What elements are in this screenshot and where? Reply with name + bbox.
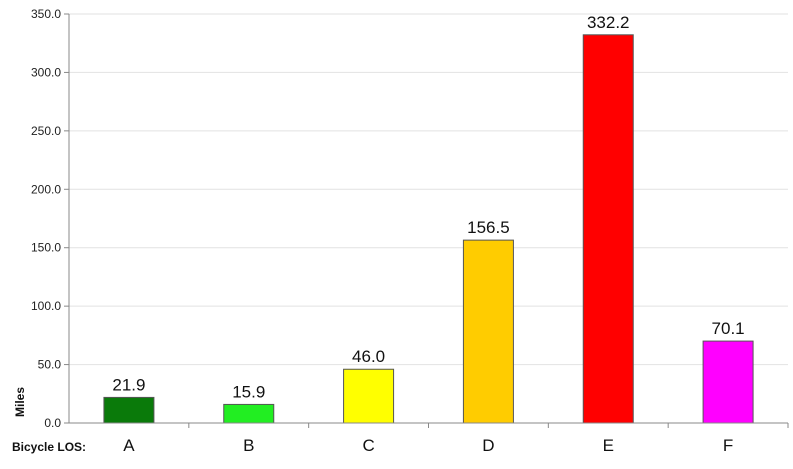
data-label-b: 15.9 (232, 382, 265, 401)
category-label-c: C (362, 436, 374, 455)
x-axis-title: Bicycle LOS: (12, 440, 86, 454)
bar-c (343, 368, 395, 424)
y-axis-title: Miles (13, 387, 27, 417)
y-tick-label: 150.0 (31, 241, 61, 255)
data-label-c: 46.0 (352, 347, 385, 366)
bar-b (223, 403, 275, 424)
data-label-a: 21.9 (112, 375, 145, 394)
y-tick-label: 100.0 (31, 299, 61, 313)
category-label-d: D (482, 436, 494, 455)
data-labels: 21.9 15.9 46.0 156.5 332.2 70.1 (112, 13, 744, 402)
bar-e (582, 34, 634, 424)
data-label-e: 332.2 (587, 13, 630, 32)
category-label-f: F (723, 436, 733, 455)
y-axis-ticks: 0.0 50.0 100.0 150.0 200.0 250.0 300.0 350.0 (31, 7, 69, 430)
category-label-e: E (603, 436, 614, 455)
y-tick-label: 200.0 (31, 182, 61, 196)
y-tick-label: 300.0 (31, 65, 61, 79)
category-label-b: B (243, 436, 254, 455)
bars (103, 34, 754, 424)
data-label-d: 156.5 (467, 218, 510, 237)
category-labels: A B C D E F (123, 423, 789, 455)
bar-d (462, 239, 514, 424)
y-tick-label: 250.0 (31, 124, 61, 138)
y-tick-label: 50.0 (38, 358, 62, 372)
y-tick-label: 0.0 (44, 416, 61, 430)
y-tick-label: 350.0 (31, 7, 61, 21)
category-label-a: A (123, 436, 135, 455)
gridlines (69, 13, 788, 366)
data-label-f: 70.1 (712, 319, 745, 338)
bar-a (103, 396, 155, 424)
bar-f (702, 340, 754, 424)
